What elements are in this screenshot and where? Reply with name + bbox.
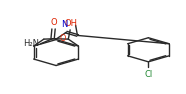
Text: O: O: [60, 34, 66, 43]
Text: Cl: Cl: [144, 69, 153, 78]
Text: OH: OH: [64, 19, 77, 28]
Text: N: N: [61, 20, 67, 29]
Text: O: O: [50, 18, 57, 27]
Text: H₂N: H₂N: [23, 39, 39, 48]
